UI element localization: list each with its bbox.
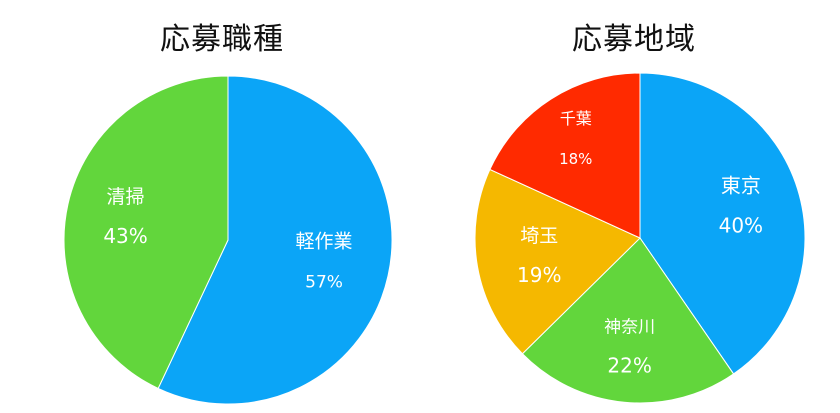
pie-slice bbox=[157, 75, 393, 405]
chart-title-region: 応募地域 bbox=[572, 22, 696, 57]
slice-label: 東京 bbox=[721, 174, 761, 198]
pie-chart-job-type: 軽作業 57% 清掃 43% bbox=[63, 75, 393, 405]
slice-value-label: 43% bbox=[103, 224, 147, 248]
pie-slice bbox=[474, 168, 641, 355]
slice-label: 軽作業 bbox=[296, 230, 353, 252]
slice-value-label: 19% bbox=[517, 263, 561, 287]
slice-label: 清掃 bbox=[107, 186, 145, 208]
pie-slice bbox=[639, 72, 806, 375]
slice-value-label: 18% bbox=[559, 150, 592, 168]
pie-slice bbox=[521, 237, 735, 404]
pie-chart-region: 東京 40% 神奈川 22% 埼玉 19% 千葉 18% bbox=[474, 72, 806, 404]
pie-slice bbox=[63, 75, 229, 390]
slice-value-label: 40% bbox=[719, 214, 763, 238]
chart-title-job-type: 応募職種 bbox=[160, 22, 284, 57]
slice-label: 神奈川 bbox=[604, 317, 655, 337]
slice-value-label: 22% bbox=[607, 353, 651, 377]
pie-slice bbox=[489, 72, 641, 239]
slice-value-label: 57% bbox=[305, 272, 343, 292]
slice-label: 埼玉 bbox=[520, 225, 558, 247]
slice-label: 千葉 bbox=[560, 109, 592, 128]
